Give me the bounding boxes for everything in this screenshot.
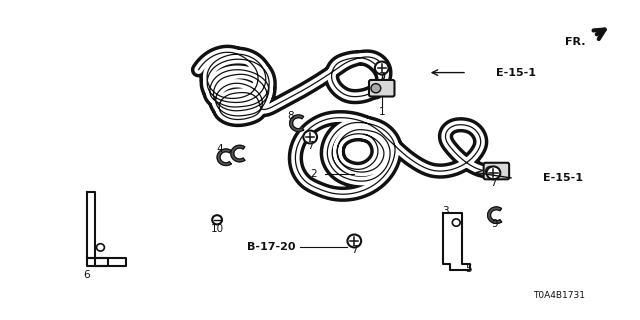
Text: 7: 7 — [351, 245, 358, 255]
Text: 1: 1 — [378, 107, 385, 117]
Text: 5: 5 — [466, 264, 472, 274]
Polygon shape — [87, 192, 108, 266]
Text: 7: 7 — [307, 141, 314, 151]
Text: FR.: FR. — [564, 37, 585, 47]
Circle shape — [452, 219, 460, 226]
Text: 2: 2 — [310, 169, 316, 179]
Circle shape — [486, 166, 495, 176]
FancyBboxPatch shape — [369, 80, 394, 97]
Polygon shape — [290, 115, 303, 132]
Polygon shape — [87, 259, 126, 266]
Text: 4: 4 — [217, 144, 223, 154]
Text: 9: 9 — [491, 220, 498, 229]
Text: 7: 7 — [490, 178, 497, 188]
Circle shape — [212, 215, 222, 224]
Text: T0A4B1731: T0A4B1731 — [532, 291, 584, 300]
Circle shape — [375, 61, 388, 75]
Text: E-15-1: E-15-1 — [497, 68, 536, 77]
Text: 7: 7 — [378, 72, 385, 82]
Polygon shape — [488, 207, 502, 223]
Circle shape — [348, 235, 361, 247]
Circle shape — [371, 84, 381, 93]
Circle shape — [303, 131, 317, 143]
Circle shape — [97, 244, 104, 251]
Circle shape — [486, 166, 500, 179]
Text: 8: 8 — [287, 111, 294, 121]
FancyBboxPatch shape — [484, 163, 509, 179]
Text: 3: 3 — [442, 205, 449, 216]
Text: E-15-1: E-15-1 — [543, 173, 584, 183]
Polygon shape — [442, 213, 470, 270]
Text: B-17-20: B-17-20 — [247, 243, 296, 252]
Polygon shape — [217, 149, 231, 165]
Text: 10: 10 — [211, 224, 223, 234]
Text: 6: 6 — [83, 270, 90, 280]
Polygon shape — [231, 145, 245, 162]
